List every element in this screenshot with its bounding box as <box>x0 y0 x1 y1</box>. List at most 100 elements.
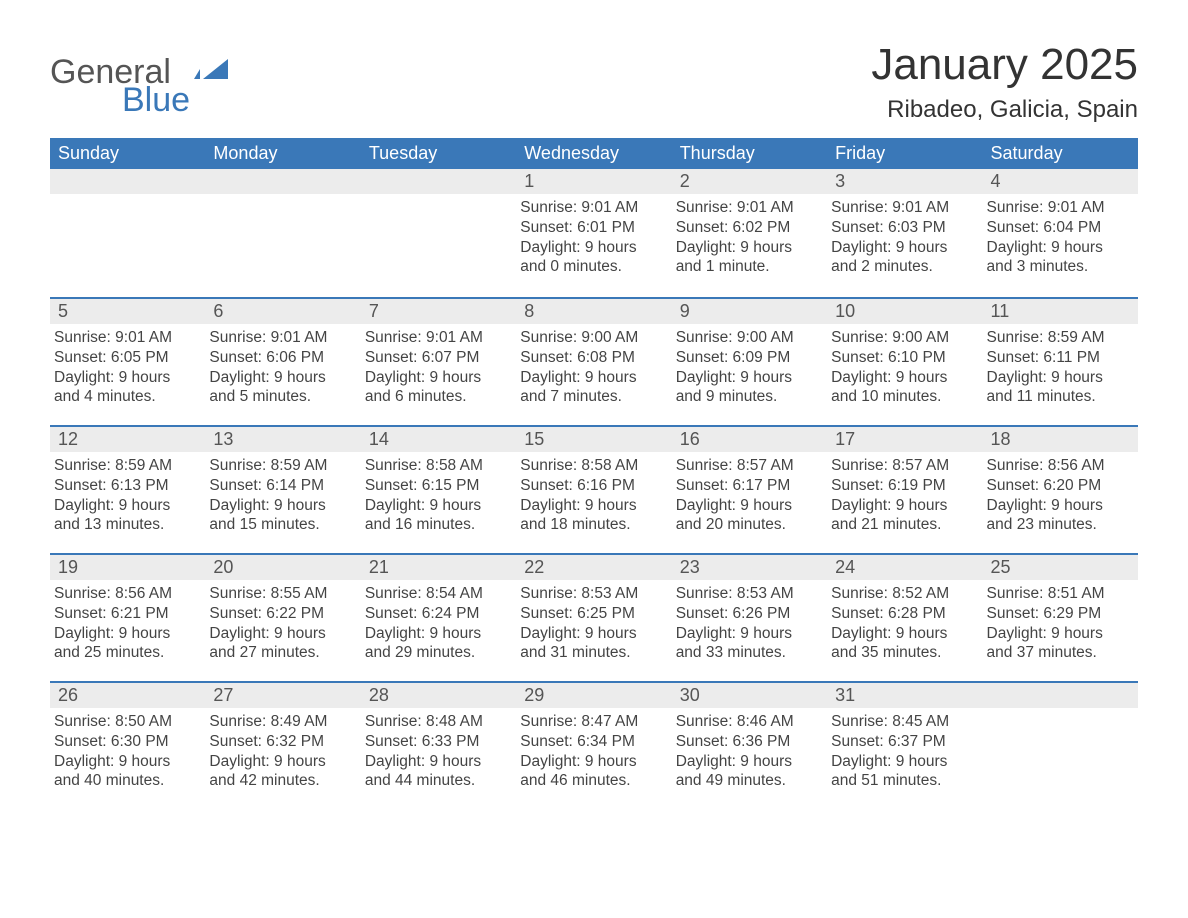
day-d2: and 42 minutes. <box>209 771 354 791</box>
day-content: Sunrise: 8:53 AMSunset: 6:26 PMDaylight:… <box>672 580 827 667</box>
week-row: 5Sunrise: 9:01 AMSunset: 6:05 PMDaylight… <box>50 297 1138 425</box>
day-content: Sunrise: 8:55 AMSunset: 6:22 PMDaylight:… <box>205 580 360 667</box>
day-number: 14 <box>361 427 516 452</box>
day-sunset: Sunset: 6:33 PM <box>365 732 510 752</box>
day-cell <box>205 169 360 297</box>
day-d1: Daylight: 9 hours <box>831 624 976 644</box>
day-sunrise: Sunrise: 9:01 AM <box>676 198 821 218</box>
day-content: Sunrise: 8:48 AMSunset: 6:33 PMDaylight:… <box>361 708 516 795</box>
day-cell: 14Sunrise: 8:58 AMSunset: 6:15 PMDayligh… <box>361 427 516 553</box>
day-content: Sunrise: 9:01 AMSunset: 6:07 PMDaylight:… <box>361 324 516 411</box>
day-number: 4 <box>983 169 1138 194</box>
day-sunrise: Sunrise: 8:54 AM <box>365 584 510 604</box>
day-d1: Daylight: 9 hours <box>987 496 1132 516</box>
column-header: Tuesday <box>361 138 516 169</box>
day-d2: and 4 minutes. <box>54 387 199 407</box>
day-d1: Daylight: 9 hours <box>987 238 1132 258</box>
day-number: 12 <box>50 427 205 452</box>
day-sunrise: Sunrise: 8:59 AM <box>987 328 1132 348</box>
day-number: 10 <box>827 299 982 324</box>
day-cell: 17Sunrise: 8:57 AMSunset: 6:19 PMDayligh… <box>827 427 982 553</box>
header: General Blue January 2025 Ribadeo, Galic… <box>50 40 1138 124</box>
day-number: 3 <box>827 169 982 194</box>
day-sunset: Sunset: 6:37 PM <box>831 732 976 752</box>
day-cell: 20Sunrise: 8:55 AMSunset: 6:22 PMDayligh… <box>205 555 360 681</box>
day-sunrise: Sunrise: 9:01 AM <box>54 328 199 348</box>
location: Ribadeo, Galicia, Spain <box>871 96 1138 124</box>
day-d2: and 49 minutes. <box>676 771 821 791</box>
day-content: Sunrise: 8:58 AMSunset: 6:16 PMDaylight:… <box>516 452 671 539</box>
day-content: Sunrise: 8:59 AMSunset: 6:11 PMDaylight:… <box>983 324 1138 411</box>
day-sunset: Sunset: 6:26 PM <box>676 604 821 624</box>
day-sunrise: Sunrise: 8:57 AM <box>831 456 976 476</box>
day-content: Sunrise: 8:56 AMSunset: 6:20 PMDaylight:… <box>983 452 1138 539</box>
day-content: Sunrise: 9:01 AMSunset: 6:01 PMDaylight:… <box>516 194 671 281</box>
day-number: 29 <box>516 683 671 708</box>
day-d1: Daylight: 9 hours <box>676 624 821 644</box>
day-number: 31 <box>827 683 982 708</box>
day-cell: 21Sunrise: 8:54 AMSunset: 6:24 PMDayligh… <box>361 555 516 681</box>
empty-day-number <box>205 169 360 194</box>
day-content: Sunrise: 8:54 AMSunset: 6:24 PMDaylight:… <box>361 580 516 667</box>
day-d2: and 6 minutes. <box>365 387 510 407</box>
day-sunset: Sunset: 6:25 PM <box>520 604 665 624</box>
day-cell: 25Sunrise: 8:51 AMSunset: 6:29 PMDayligh… <box>983 555 1138 681</box>
day-d2: and 13 minutes. <box>54 515 199 535</box>
day-sunset: Sunset: 6:11 PM <box>987 348 1132 368</box>
day-cell: 29Sunrise: 8:47 AMSunset: 6:34 PMDayligh… <box>516 683 671 809</box>
day-d1: Daylight: 9 hours <box>676 368 821 388</box>
day-cell: 27Sunrise: 8:49 AMSunset: 6:32 PMDayligh… <box>205 683 360 809</box>
day-d1: Daylight: 9 hours <box>520 496 665 516</box>
day-sunrise: Sunrise: 8:58 AM <box>365 456 510 476</box>
day-d2: and 7 minutes. <box>520 387 665 407</box>
day-cell: 11Sunrise: 8:59 AMSunset: 6:11 PMDayligh… <box>983 299 1138 425</box>
day-d2: and 3 minutes. <box>987 257 1132 277</box>
logo-text: General Blue <box>50 55 190 117</box>
empty-day-number <box>983 683 1138 708</box>
calendar: Sunday Monday Tuesday Wednesday Thursday… <box>50 138 1138 809</box>
column-header: Saturday <box>983 138 1138 169</box>
day-cell: 8Sunrise: 9:00 AMSunset: 6:08 PMDaylight… <box>516 299 671 425</box>
day-number: 17 <box>827 427 982 452</box>
day-d1: Daylight: 9 hours <box>54 624 199 644</box>
column-header: Wednesday <box>516 138 671 169</box>
day-d2: and 35 minutes. <box>831 643 976 663</box>
day-sunset: Sunset: 6:16 PM <box>520 476 665 496</box>
day-content: Sunrise: 9:00 AMSunset: 6:09 PMDaylight:… <box>672 324 827 411</box>
day-d2: and 2 minutes. <box>831 257 976 277</box>
weeks-container: 1Sunrise: 9:01 AMSunset: 6:01 PMDaylight… <box>50 169 1138 809</box>
day-d1: Daylight: 9 hours <box>209 368 354 388</box>
day-cell: 26Sunrise: 8:50 AMSunset: 6:30 PMDayligh… <box>50 683 205 809</box>
day-cell: 3Sunrise: 9:01 AMSunset: 6:03 PMDaylight… <box>827 169 982 297</box>
day-content: Sunrise: 9:00 AMSunset: 6:10 PMDaylight:… <box>827 324 982 411</box>
day-d2: and 21 minutes. <box>831 515 976 535</box>
day-sunrise: Sunrise: 9:00 AM <box>676 328 821 348</box>
day-d2: and 1 minute. <box>676 257 821 277</box>
day-content: Sunrise: 8:58 AMSunset: 6:15 PMDaylight:… <box>361 452 516 539</box>
day-d1: Daylight: 9 hours <box>831 238 976 258</box>
day-sunrise: Sunrise: 8:48 AM <box>365 712 510 732</box>
day-content: Sunrise: 9:00 AMSunset: 6:08 PMDaylight:… <box>516 324 671 411</box>
day-cell: 1Sunrise: 9:01 AMSunset: 6:01 PMDaylight… <box>516 169 671 297</box>
day-content: Sunrise: 8:59 AMSunset: 6:13 PMDaylight:… <box>50 452 205 539</box>
day-d2: and 31 minutes. <box>520 643 665 663</box>
logo-flag-icon <box>194 59 228 92</box>
day-sunset: Sunset: 6:28 PM <box>831 604 976 624</box>
day-sunrise: Sunrise: 8:49 AM <box>209 712 354 732</box>
day-cell: 9Sunrise: 9:00 AMSunset: 6:09 PMDaylight… <box>672 299 827 425</box>
day-sunset: Sunset: 6:32 PM <box>209 732 354 752</box>
day-sunset: Sunset: 6:20 PM <box>987 476 1132 496</box>
day-d2: and 23 minutes. <box>987 515 1132 535</box>
day-sunset: Sunset: 6:09 PM <box>676 348 821 368</box>
day-sunrise: Sunrise: 8:45 AM <box>831 712 976 732</box>
day-d1: Daylight: 9 hours <box>365 624 510 644</box>
day-cell: 31Sunrise: 8:45 AMSunset: 6:37 PMDayligh… <box>827 683 982 809</box>
day-number: 26 <box>50 683 205 708</box>
day-number: 7 <box>361 299 516 324</box>
day-d2: and 33 minutes. <box>676 643 821 663</box>
day-d2: and 20 minutes. <box>676 515 821 535</box>
day-sunset: Sunset: 6:10 PM <box>831 348 976 368</box>
day-number: 2 <box>672 169 827 194</box>
day-sunset: Sunset: 6:04 PM <box>987 218 1132 238</box>
day-sunrise: Sunrise: 9:01 AM <box>831 198 976 218</box>
